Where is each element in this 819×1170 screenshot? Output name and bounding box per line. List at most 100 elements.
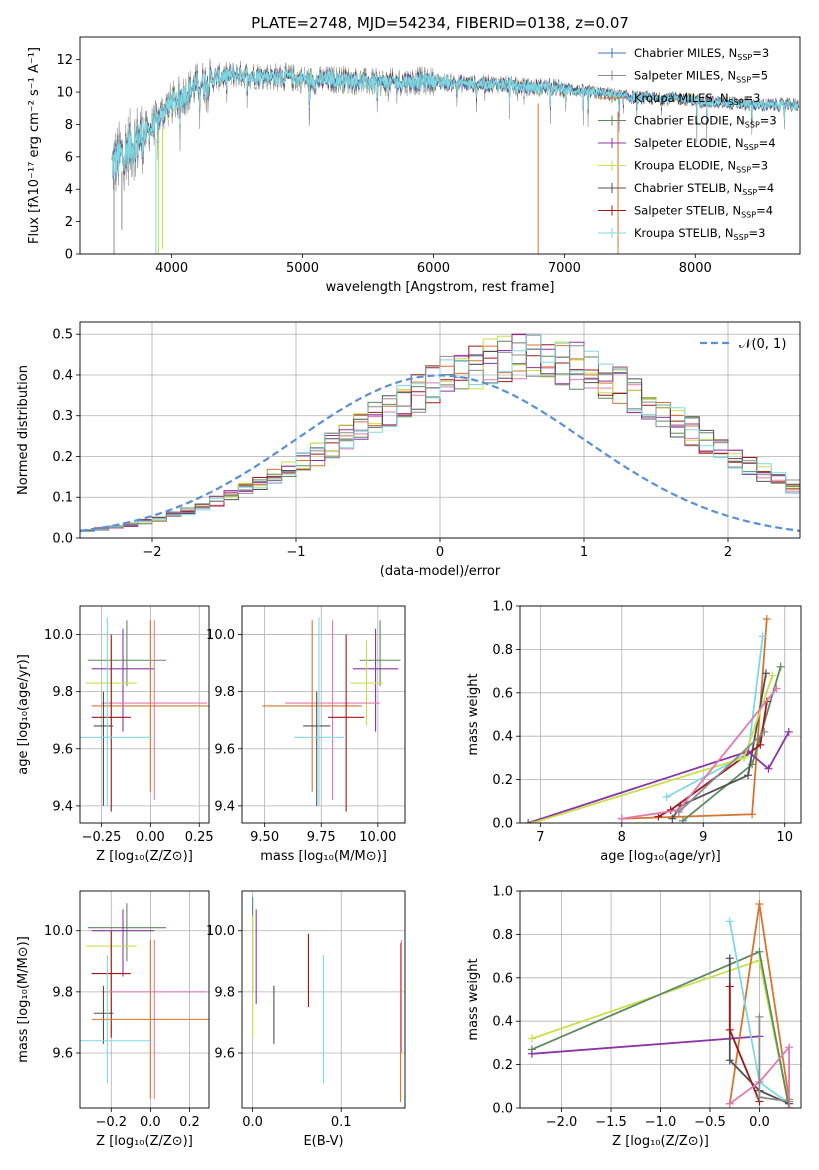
weight-line [531, 1035, 760, 1055]
x-tick-label: 10.00 [359, 830, 396, 845]
y-axis-label: Normed distribution [16, 365, 31, 495]
x-tick-label: −0.5 [694, 1115, 726, 1130]
y-tick-label: 0 [65, 248, 73, 263]
x-axis-label: age [log₁₀(age/yr)] [600, 849, 721, 864]
errorbars [80, 903, 209, 1099]
x-axis-label: E(B-V) [303, 1134, 343, 1149]
legend-normal-label: 𝒩(0, 1) [739, 337, 786, 352]
x-tick-label: 0.0 [140, 1115, 161, 1130]
weight-lines [524, 615, 793, 823]
spectrum-series-line [111, 65, 799, 179]
y-tick-label: 9.6 [52, 742, 73, 757]
y-tick-label: 9.6 [52, 1046, 73, 1061]
y-axis-label: mass weight [466, 958, 481, 1040]
figure-title: PLATE=2748, MJD=54234, FIBERID=0138, z=0… [251, 14, 629, 32]
x-tick-label: 4000 [155, 261, 188, 276]
x-tick-label: 0.2 [179, 1115, 200, 1130]
legend-entry-text: Salpeter STELIB, NSSP=4 [634, 204, 773, 220]
mass-vs-z-panel: −0.2 0.0 0.2 9.6 9.8 10.0 Z [log₁₀(Z/Z⊙)] mass … [16, 890, 210, 1149]
y-tick-label: 0.0 [52, 532, 73, 547]
weight-line [678, 731, 765, 813]
y-tick-label: 0.4 [492, 1015, 513, 1030]
y-tick-label: 9.8 [52, 985, 73, 1000]
y-tick-label: 8 [65, 118, 73, 133]
weight-line [729, 1044, 790, 1108]
x-tick-label: 0.0 [749, 1115, 770, 1130]
x-axis-label: Z [log₁₀(Z/Z⊙)] [612, 1134, 709, 1149]
legend-entry-text: Kroupa ELODIE, NSSP=3 [634, 159, 768, 175]
axes-frame [519, 605, 802, 824]
residuals-panel: −2 −1 0 1 2 0.0 0.1 0.2 0.3 0.4 0.5 (data-model)/er… [16, 321, 801, 579]
y-tick-label: 10.0 [44, 628, 73, 643]
y-tick-label: 0.2 [492, 773, 513, 788]
y-tick-label: 0.6 [492, 971, 513, 986]
x-axis-label: Z [log₁₀(Z/Z⊙)] [96, 1134, 193, 1149]
spectrum-lines [111, 58, 799, 254]
y-axis-label: mass weight [466, 673, 481, 755]
y-tick-label: 4 [65, 183, 73, 198]
x-tick-label: 5000 [286, 261, 319, 276]
age-vs-mass-panel: 9.50 9.75 10.00 9.4 9.6 9.8 10.0 mass [log₁₀(M/… [206, 605, 406, 864]
weight-lines [527, 900, 794, 1108]
y-tick-label: 2 [65, 215, 73, 230]
age-vs-z-panel: −0.25 0.00 0.25 9.4 9.6 9.8 10.0 Z [log₁₀(Z/Z⊙)… [16, 605, 214, 864]
normal-curve [80, 374, 800, 532]
weight-vs-age-panel: 7 8 9 10 0.0 0.2 0.4 0.6 0.8 1.0 age [log₁₀(age/yr… [466, 600, 802, 864]
y-tick-label: 1.0 [492, 600, 513, 615]
histogram-step [80, 333, 800, 532]
axes-frame [79, 890, 210, 1109]
x-tick-label: −2.0 [546, 1115, 578, 1130]
x-tick-label: −1.0 [645, 1115, 677, 1130]
x-tick-label: 10 [776, 830, 793, 845]
y-tick-label: 0.1 [52, 491, 73, 506]
x-tick-label: 6000 [417, 261, 450, 276]
y-tick-label: 9.8 [52, 685, 73, 700]
y-tick-label: 10.0 [44, 924, 73, 939]
y-tick-label: 0.4 [52, 368, 73, 383]
legend-entry-text: Salpeter MILES, NSSP=5 [634, 69, 768, 85]
y-tick-label: 0.0 [492, 817, 513, 832]
x-tick-label: −1 [286, 545, 305, 560]
axes-frame [79, 321, 801, 539]
legend-entry-text: Chabrier ELODIE, NSSP=3 [634, 114, 777, 130]
y-axis-label: mass [log₁₀(M/M⊙)] [16, 936, 31, 1063]
weight-vs-z-panel: −2.0 −1.5 −1.0 −0.5 0.0 0.0 0.2 0.4 0.6 0.8 1.0 Z [… [466, 885, 802, 1149]
axes-frame [241, 890, 406, 1109]
y-axis-label: age [log₁₀(age/yr)] [16, 654, 31, 775]
y-tick-label: 9.6 [214, 742, 235, 757]
y-tick-label: 1.0 [492, 885, 513, 900]
y-tick-label: 9.4 [214, 799, 235, 814]
y-tick-label: 0.8 [492, 928, 513, 943]
y-tick-label: 0.5 [52, 328, 73, 343]
x-tick-label: 0.0 [242, 1115, 263, 1130]
errorbars [80, 617, 209, 812]
y-tick-label: 10.0 [206, 628, 235, 643]
x-tick-label: 7000 [548, 261, 581, 276]
y-tick-label: 0.8 [492, 643, 513, 658]
y-tick-label: 6 [65, 150, 73, 165]
plot-panels: 4000 5000 6000 7000 8000024681012wavelength … [16, 36, 802, 1149]
weight-line [527, 731, 790, 823]
errorbars [252, 897, 403, 1102]
x-axis-label: mass [log₁₀(M/M⊙)] [260, 849, 387, 864]
legend-entry-text: Chabrier MILES, NSSP=3 [634, 46, 769, 62]
axes-frame [79, 605, 210, 824]
axes-frame [241, 605, 406, 824]
y-tick-label: 0.4 [492, 730, 513, 745]
axes-frame [79, 36, 801, 255]
y-tick-label: 9.8 [214, 985, 235, 1000]
x-tick-label: 9.50 [250, 830, 279, 845]
y-tick-label: 0.2 [492, 1058, 513, 1073]
x-tick-label: 2 [724, 545, 732, 560]
y-axis-label: Flux [fλ10⁻¹⁷ erg cm⁻² s⁻¹ A⁻¹] [27, 47, 42, 244]
x-axis-label: Z [log₁₀(Z/Z⊙)] [96, 849, 193, 864]
y-tick-label: 9.4 [52, 799, 73, 814]
x-tick-label: 1 [580, 545, 588, 560]
x-tick-label: −2 [142, 545, 161, 560]
histogram-step [80, 348, 800, 531]
mass-vs-ebv-panel: 0.0 0.1 9.6 9.8 10.0 E(B-V) [206, 890, 406, 1149]
x-axis-label: (data-model)/error [380, 564, 501, 579]
x-tick-label: 0.1 [331, 1115, 352, 1130]
x-tick-label: −1.5 [595, 1115, 627, 1130]
